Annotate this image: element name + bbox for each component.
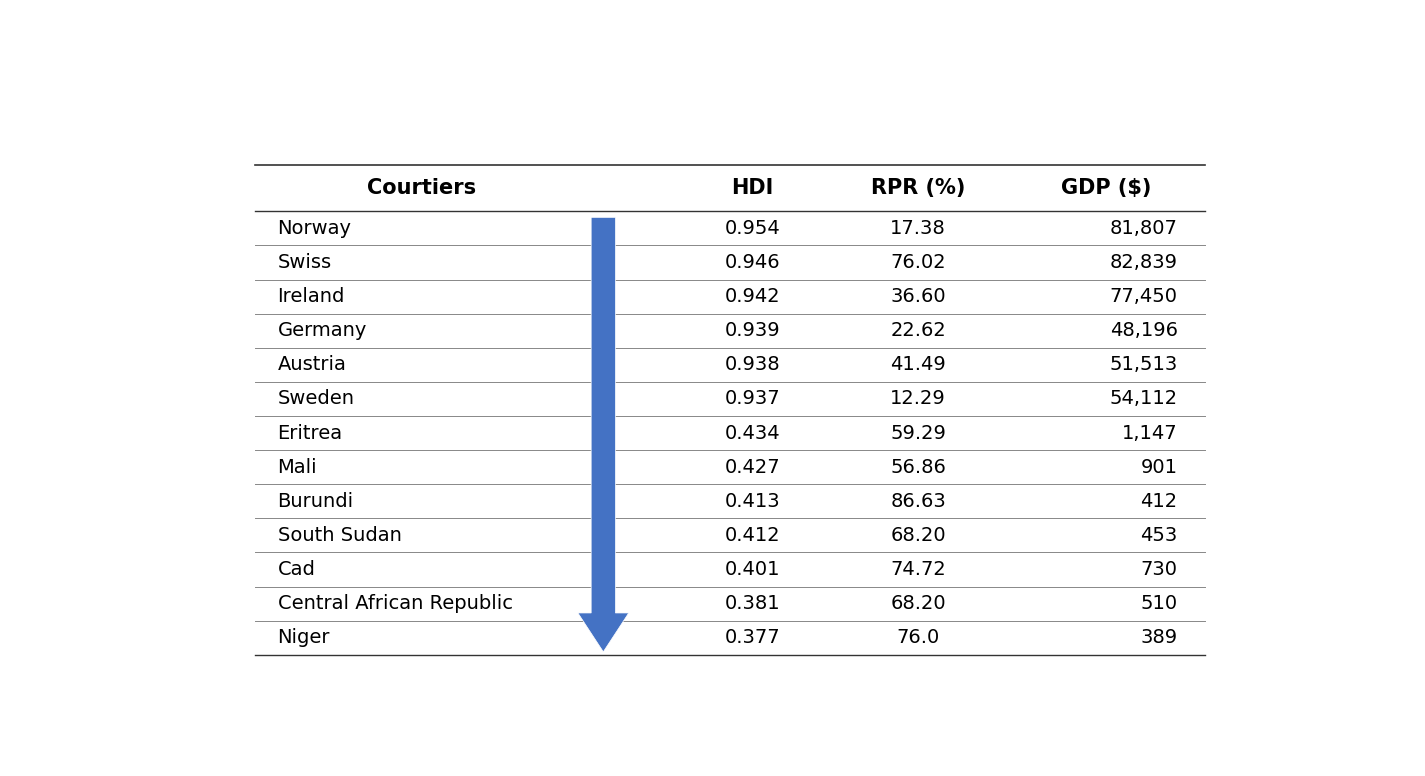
Text: 0.938: 0.938 (724, 355, 781, 374)
Text: Sweden: Sweden (278, 390, 355, 408)
Text: 0.377: 0.377 (724, 629, 781, 647)
Text: 0.942: 0.942 (724, 287, 781, 307)
Text: 51,513: 51,513 (1109, 355, 1177, 374)
Text: 389: 389 (1140, 629, 1177, 647)
Text: 0.937: 0.937 (724, 390, 781, 408)
Text: 0.434: 0.434 (724, 424, 781, 442)
Text: 0.413: 0.413 (724, 492, 781, 511)
Text: 412: 412 (1140, 492, 1177, 511)
Text: 81,807: 81,807 (1110, 219, 1177, 238)
Text: 86.63: 86.63 (891, 492, 946, 511)
Text: 730: 730 (1140, 560, 1177, 579)
Text: RPR (%): RPR (%) (871, 178, 965, 198)
Text: 56.86: 56.86 (891, 458, 946, 476)
Text: 12.29: 12.29 (891, 390, 946, 408)
Text: Niger: Niger (278, 629, 331, 647)
Text: 36.60: 36.60 (891, 287, 946, 307)
Text: Eritrea: Eritrea (278, 424, 342, 442)
Text: South Sudan: South Sudan (278, 526, 402, 545)
Text: 82,839: 82,839 (1110, 253, 1177, 272)
Text: 901: 901 (1140, 458, 1177, 476)
Text: 76.0: 76.0 (896, 629, 939, 647)
Text: 48,196: 48,196 (1110, 321, 1177, 340)
Text: 453: 453 (1140, 526, 1177, 545)
Text: Mali: Mali (278, 458, 318, 476)
Text: 68.20: 68.20 (891, 526, 946, 545)
Text: 59.29: 59.29 (891, 424, 946, 442)
Text: Germany: Germany (278, 321, 366, 340)
Text: 54,112: 54,112 (1110, 390, 1177, 408)
Text: 17.38: 17.38 (891, 219, 946, 238)
Text: 0.412: 0.412 (724, 526, 781, 545)
Text: 74.72: 74.72 (891, 560, 946, 579)
Text: Norway: Norway (278, 219, 352, 238)
Text: Ireland: Ireland (278, 287, 345, 307)
Text: 76.02: 76.02 (891, 253, 946, 272)
Text: 22.62: 22.62 (891, 321, 946, 340)
Text: GDP ($): GDP ($) (1060, 178, 1151, 198)
Text: HDI: HDI (731, 178, 774, 198)
Text: Central African Republic: Central African Republic (278, 594, 513, 613)
Text: Austria: Austria (278, 355, 346, 374)
Text: 0.401: 0.401 (725, 560, 779, 579)
Text: Burundi: Burundi (278, 492, 353, 511)
Text: Courtiers: Courtiers (366, 178, 476, 198)
Text: 77,450: 77,450 (1110, 287, 1177, 307)
Text: 0.939: 0.939 (724, 321, 781, 340)
Text: 1,147: 1,147 (1121, 424, 1177, 442)
Text: 41.49: 41.49 (891, 355, 946, 374)
Text: 0.427: 0.427 (724, 458, 781, 476)
Text: 510: 510 (1140, 594, 1177, 613)
Text: 0.381: 0.381 (724, 594, 781, 613)
Text: 68.20: 68.20 (891, 594, 946, 613)
Text: Cad: Cad (278, 560, 315, 579)
Polygon shape (579, 217, 628, 652)
Text: Swiss: Swiss (278, 253, 332, 272)
Text: 0.954: 0.954 (724, 219, 781, 238)
Text: 0.946: 0.946 (724, 253, 781, 272)
